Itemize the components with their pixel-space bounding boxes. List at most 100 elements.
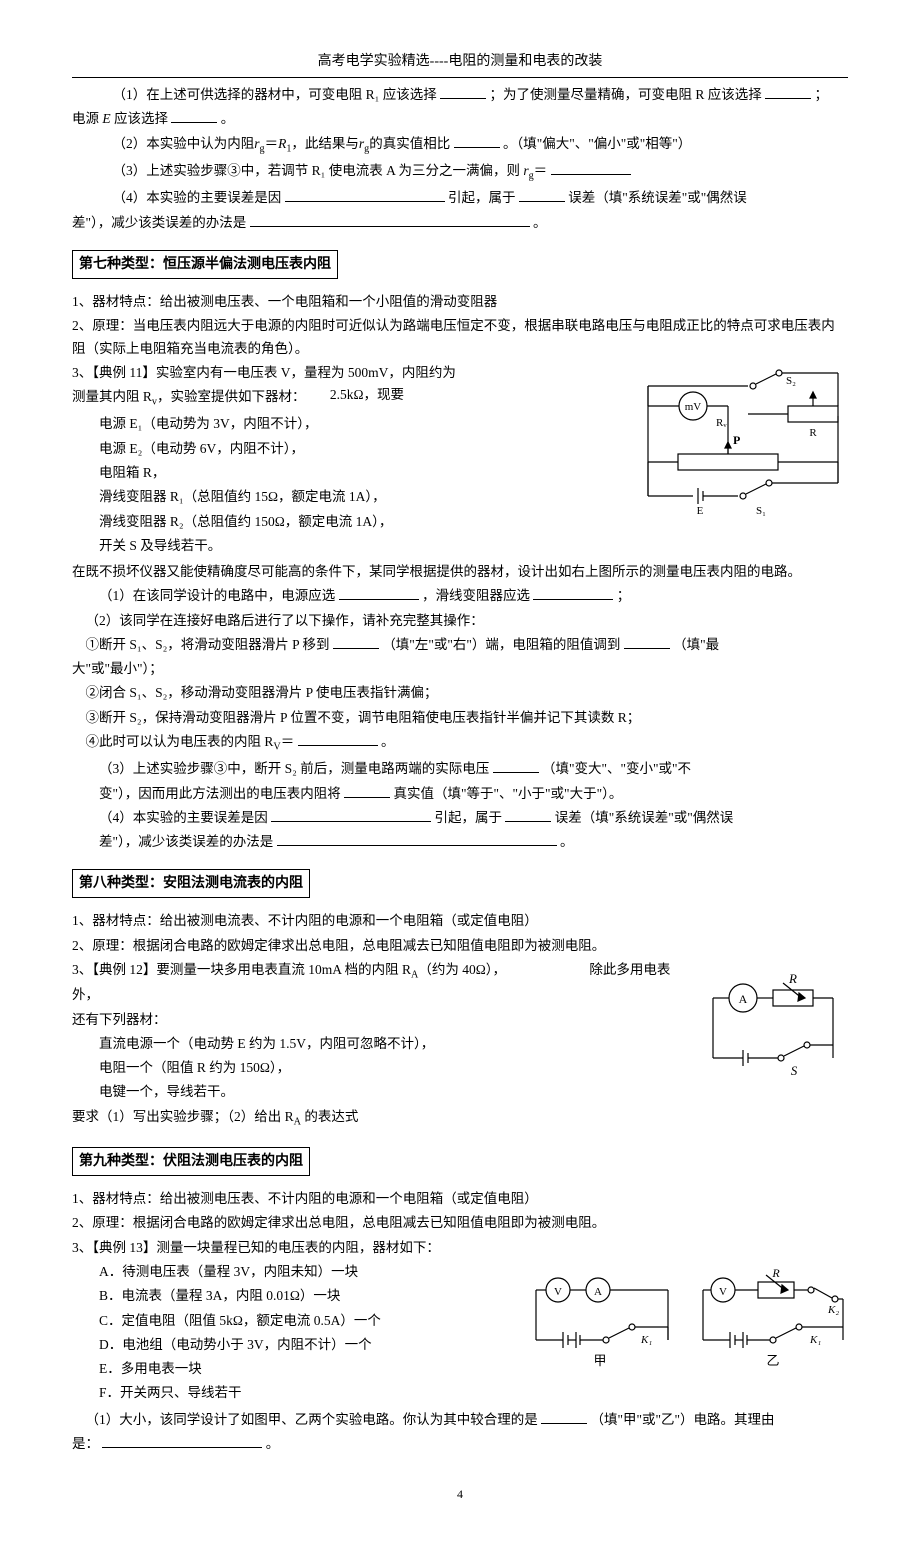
t7-step4a-suffix: ＝ (281, 734, 295, 749)
t9-q1a: （1）大小，该同学设计了如图甲、乙两个实验电路。你认为其中较合理的是 (86, 1412, 538, 1427)
blank (102, 1433, 262, 1448)
blank (271, 807, 431, 822)
t8-req: 要求（1）写出实验步骤；（2）给出 RA 的表达式 (72, 1106, 848, 1131)
fig8-s: S (791, 1063, 798, 1078)
fig9-jia-a: A (594, 1286, 602, 1298)
fig9-yi-k2: K₂ (827, 1304, 839, 1316)
t8-p2: 2、原理：根据闭合电路的欧姆定律求出总电阻，总电阻减去已知阻值电阻即为被测电阻。 (72, 935, 848, 957)
fig8-r: R (788, 971, 797, 986)
t9-ex: 3、【典例 13】测量一块量程已知的电压表的内阻，器材如下： (72, 1237, 848, 1259)
q1-a: （1）在上述可供选择的器材中，可变电阻 R₁ 应该选择 (113, 87, 437, 102)
t7-sq3b: （填"变大"、"变小"或"不 (542, 761, 691, 776)
fig9-yi-k1: K₁ (809, 1334, 821, 1346)
t7-sq4d: 差"），减少该类误差的办法是 。 (72, 831, 848, 853)
blank (344, 783, 390, 798)
blank (277, 831, 557, 846)
t7-sq4a: （4）本实验的主要误差是因 (99, 810, 268, 825)
q2e: 。（填"偏大"、"偏小"或"相等"） (503, 136, 691, 151)
fig7-e: E (697, 505, 704, 516)
t9-kit-f: F．开关两只、导线若干 (72, 1382, 848, 1404)
t7-sq3d: 真实值（填"等于"、"小于"或"大于"）。 (394, 786, 623, 801)
t8-exa-prefix: 3、【典例 12】要测量一块多用电表直流 10mA 档的内阻 R (72, 962, 411, 977)
t7-sq1a: （1）在该同学设计的电路中，电源应选 (99, 588, 335, 603)
blank (541, 1409, 587, 1424)
t7-exc-suffix: ，实验室提供如下器材： (157, 389, 306, 404)
q1-line: （1）在上述可供选择的器材中，可变电阻 R₁ 应该选择 ；为了使测量尽量精确，可… (72, 84, 848, 106)
q4c: 误差（填"系统误差"或"偶然误 (568, 190, 747, 205)
t8-req-suffix: 的表达式 (301, 1109, 358, 1124)
q1d-line: 电源 E 应该选择 。 (72, 108, 848, 130)
fig8: A R S (698, 963, 848, 1090)
t7-sq2: （2）该同学在连接好电路后进行了以下操作，请补充完整其操作： (72, 610, 848, 632)
q3-line: （3）上述实验步骤③中，若调节 R₁ 使电流表 A 为三分之一满偏，则 rg＝ (72, 160, 848, 185)
fig7-rv: Rᵥ (716, 417, 727, 429)
q1d-prefix: 电源 (72, 111, 99, 126)
t7-step1b: （填"左"或"右"）端，电阻箱的阻值调到 (382, 637, 620, 652)
blank (333, 634, 379, 649)
t7-sq4b: 引起，属于 (435, 810, 503, 825)
fig9-jia: 甲 (593, 1353, 606, 1368)
q1d-E: E (102, 111, 110, 126)
blank (519, 187, 565, 202)
t7-sq3a: （3）上述实验步骤③中，断开 S₂ 前后，测量电路两端的实际电压 (99, 761, 489, 776)
blank (440, 84, 486, 99)
type8-heading: 第八种类型：安阻法测电流表的内阻 (72, 869, 310, 898)
fig8-a: A (739, 992, 748, 1006)
t7-after: 在既不损坏仪器又能使精确度尽可能高的条件下，某同学根据提供的器材，设计出如右上图… (72, 561, 848, 583)
fig9-yi-v: V (719, 1286, 727, 1298)
blank (298, 731, 378, 746)
q4b: 引起，属于 (448, 190, 516, 205)
blank (533, 585, 613, 600)
fig7-s1: S₁ (756, 505, 766, 516)
fig7-s2: S₂ (786, 375, 796, 387)
blank (551, 160, 631, 175)
t8-req-sub: A (294, 1116, 301, 1127)
fig9: V A K₁ 甲 (528, 1265, 848, 1382)
blank (505, 807, 551, 822)
q4-line: （4）本实验的主要误差是因 引起，属于 误差（填"系统误差"或"偶然误 (72, 187, 848, 209)
q1-c: ； (814, 87, 828, 102)
blank (171, 108, 217, 123)
t7-p2: 2、原理：当电压表内阻远大于电源的内阻时可近似认为路端电压恒定不变，根据串联电路… (72, 315, 848, 360)
t7-sq3: （3）上述实验步骤③中，断开 S₂ 前后，测量电路两端的实际电压 （填"变大"、… (72, 758, 848, 780)
t7-step1c: （填"最 (673, 637, 719, 652)
t9-q1c: 是： 。 (72, 1433, 848, 1455)
t7-sq3c1: 变"），因而用此方法测出的电压表内阻将 (99, 786, 341, 801)
q2d: 的真实值相比 (369, 136, 450, 151)
t7-ex-b: 2.5kΩ，现要 (330, 384, 404, 406)
t9-p1: 1、器材特点：给出被测电压表、不计内阻的电源和一个电阻箱（或定值电阻） (72, 1188, 848, 1210)
t8-exa-suffix: （约为 40Ω）， (418, 962, 506, 977)
t7-kit-s: 开关 S 及导线若干。 (72, 535, 848, 557)
t7-p1: 1、器材特点：给出被测电压表、一个电阻箱和一个小阻值的滑动变阻器 (72, 291, 848, 313)
t7-exc-prefix: 测量其内阻 R (72, 389, 152, 404)
q4e: 。 (533, 215, 547, 230)
blank (339, 585, 419, 600)
q4d: 差"），减少该类误差的办法是 (72, 215, 246, 230)
t8-p1: 1、器材特点：给出被测电流表、不计内阻的电源和一个电阻箱（或定值电阻） (72, 910, 848, 932)
t7-sq4c: 误差（填"系统误差"或"偶然误 (555, 810, 734, 825)
q3a: （3）上述实验步骤③中，若调节 R₁ 使电流表 A 为三分之一满偏，则 (113, 163, 524, 178)
t9-q1b: （填"甲"或"乙"）电路。其理由 (591, 1412, 775, 1427)
fig9-jia-k1: K₁ (640, 1334, 652, 1346)
t7-sq1c: ； (617, 588, 631, 603)
fig7-mv: mV (685, 401, 702, 413)
t9-p2: 2、原理：根据闭合电路的欧姆定律求出总电阻，总电阻减去已知阻值电阻即为被测电阻。 (72, 1212, 848, 1234)
t7-step1d: 大"或"最小"）； (72, 658, 848, 680)
q4a: （4）本实验的主要误差是因 (113, 190, 282, 205)
t7-sq4d1: 差"），减少该类误差的办法是 (99, 834, 273, 849)
fig7-p: P (733, 433, 740, 447)
t7-step1: ①断开 S₁、S₂，将滑动变阻器滑片 P 移到 （填"左"或"右"）端，电阻箱的… (72, 634, 848, 656)
blank (765, 84, 811, 99)
t9-q1: （1）大小，该同学设计了如图甲、乙两个实验电路。你认为其中较合理的是 （填"甲"… (72, 1409, 848, 1431)
fig9-yi: 乙 (766, 1353, 779, 1368)
t7-step4b: 。 (381, 734, 395, 749)
q2a: （2）本实验中认为内阻 (113, 136, 255, 151)
q1d-suffix: 应该选择 (114, 111, 168, 126)
fig7: mV Rᵥ R P E S₁ S₂ (638, 366, 848, 523)
type9-heading: 第九种类型：伏阻法测电压表的内阻 (72, 1147, 310, 1176)
t7-step2: ②闭合 S₁、S₂，移动滑动变阻器滑片 P 使电压表指针满偏； (72, 682, 848, 704)
fig9-yi-r: R (771, 1266, 780, 1280)
type7-heading: 第七种类型：恒压源半偏法测电压表内阻 (72, 250, 338, 279)
t7-sq3c: 变"），因而用此方法测出的电压表内阻将 真实值（填"等于"、"小于"或"大于"）… (72, 783, 848, 805)
page-number: 4 (72, 1485, 848, 1505)
